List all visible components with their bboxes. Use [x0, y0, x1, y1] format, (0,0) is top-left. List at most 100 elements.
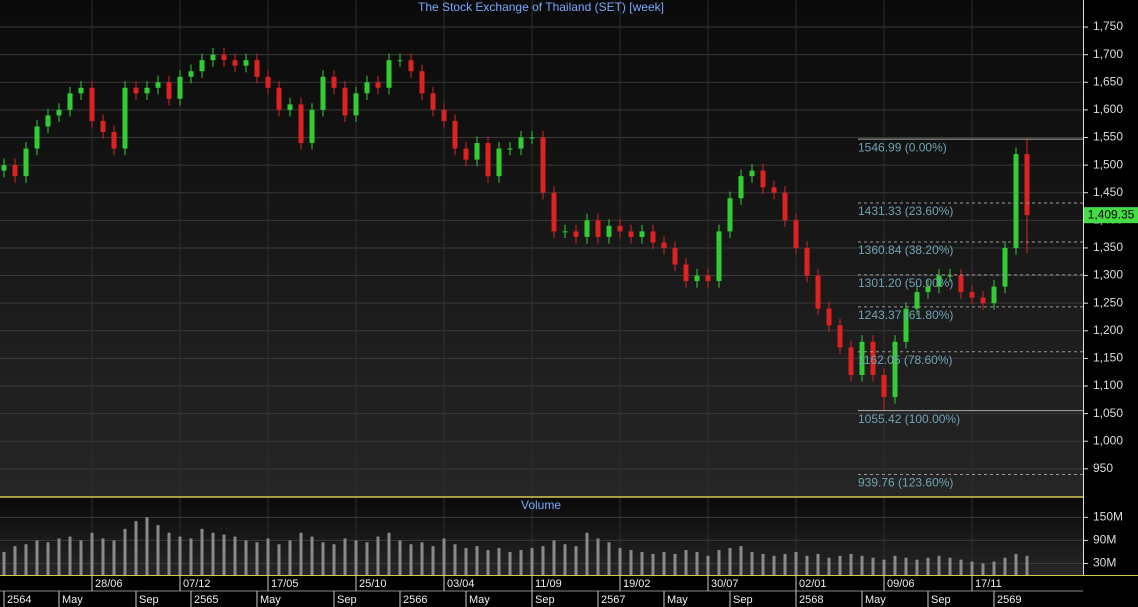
volume-bar	[926, 557, 930, 575]
volume-bar	[288, 540, 292, 575]
volume-bar	[662, 551, 666, 575]
candle-body	[683, 264, 689, 282]
candle-body	[1002, 247, 1008, 287]
x-tick-label: 19/02	[623, 578, 651, 590]
candle-body	[265, 76, 271, 88]
x-tick-label: 17/11	[975, 578, 1002, 590]
candle-body	[958, 275, 964, 293]
volume-bar	[222, 534, 226, 575]
candle-body	[727, 198, 733, 232]
candle-body	[133, 87, 139, 94]
volume-bar	[915, 559, 919, 575]
y-tick-label: 1,000	[1093, 433, 1123, 447]
x-tick-label: 03/04	[447, 578, 475, 590]
volume-bar	[981, 563, 985, 575]
volume-bar	[167, 532, 171, 575]
volume-bar	[684, 550, 688, 575]
candle-body	[518, 137, 524, 149]
candle-body	[936, 275, 942, 287]
volume-bar	[596, 538, 600, 575]
candle-body	[144, 87, 150, 94]
marks	[1, 48, 1083, 575]
candle-body	[628, 231, 634, 237]
candle-body	[496, 148, 502, 177]
volume-bar	[156, 525, 160, 575]
candle-body	[617, 225, 623, 232]
candle-body	[23, 148, 29, 177]
y-tick-label: 1,450	[1093, 185, 1123, 199]
volume-bar	[398, 540, 402, 575]
period-label: 2565	[194, 594, 218, 606]
y-tick-label: 1,300	[1093, 268, 1123, 282]
candle-body	[639, 231, 645, 237]
volume-bar	[101, 538, 105, 575]
volume-bar	[266, 538, 270, 575]
volume-bar	[112, 540, 116, 575]
candle-body	[650, 231, 656, 243]
fib-label: 1360.84 (38.20%)	[858, 243, 953, 257]
volume-bar	[970, 561, 974, 575]
candle-body	[529, 137, 535, 139]
candle-body	[1, 165, 7, 171]
candle-body	[1013, 154, 1019, 248]
candle-body	[815, 275, 821, 309]
volume-bar	[189, 538, 193, 575]
volume-bar	[354, 540, 358, 575]
y-tick-label: 1,700	[1093, 47, 1123, 61]
volume-bar	[585, 532, 589, 575]
axis-area	[1083, 0, 1138, 607]
candle-body	[12, 165, 18, 177]
volume-bar	[409, 544, 413, 575]
volume-bar	[541, 546, 545, 575]
candle-body	[430, 93, 436, 110]
volume-bar	[783, 553, 787, 575]
candle-body	[870, 341, 876, 375]
period-label: Sep	[337, 594, 357, 606]
y-tick-label: 1,500	[1093, 157, 1123, 171]
volume-bar	[387, 532, 391, 575]
candle-body	[760, 170, 766, 188]
candle-body	[276, 87, 282, 110]
volume-bar	[530, 548, 534, 575]
y-tick-label: 1,750	[1093, 19, 1123, 33]
candle-body	[672, 247, 678, 265]
volume-bar	[607, 542, 611, 575]
period-label: Sep	[931, 594, 951, 606]
candle-body	[243, 60, 249, 66]
x-tick-label: 30/07	[711, 578, 739, 590]
candle-body	[122, 87, 128, 149]
candle-body	[540, 137, 546, 193]
last-price-label: 1,409.35	[1088, 207, 1135, 221]
volume-bar	[794, 551, 798, 575]
period-label: 2568	[799, 594, 823, 606]
candle-body	[859, 341, 865, 375]
candle-body	[562, 231, 568, 233]
y-tick-label: 150M	[1093, 510, 1123, 524]
candle-body	[342, 87, 348, 116]
period-label: May	[865, 594, 886, 606]
volume-bar	[816, 553, 820, 575]
y-tick-label: 1,250	[1093, 295, 1123, 309]
candle-body	[551, 192, 557, 232]
candle-body	[100, 120, 106, 132]
volume-bar	[640, 551, 644, 575]
candle-body	[1024, 154, 1030, 216]
volume-bar	[486, 550, 490, 575]
volume-title: Volume	[521, 498, 561, 512]
volume-bar	[244, 540, 248, 575]
period-label: Sep	[139, 594, 159, 606]
volume-bar	[948, 557, 952, 575]
volume-bar	[563, 544, 567, 575]
x-tick-label: 07/12	[183, 578, 211, 590]
volume-bar	[13, 546, 17, 575]
volume-bar	[871, 557, 875, 575]
period-label: Sep	[535, 594, 555, 606]
volume-bar	[1025, 555, 1029, 575]
period-label: 2566	[403, 594, 427, 606]
candle-body	[705, 275, 711, 282]
volume-bar	[519, 550, 523, 575]
candle-body	[177, 76, 183, 99]
x-tick-label: 25/10	[359, 578, 387, 590]
period-label: May	[667, 594, 688, 606]
